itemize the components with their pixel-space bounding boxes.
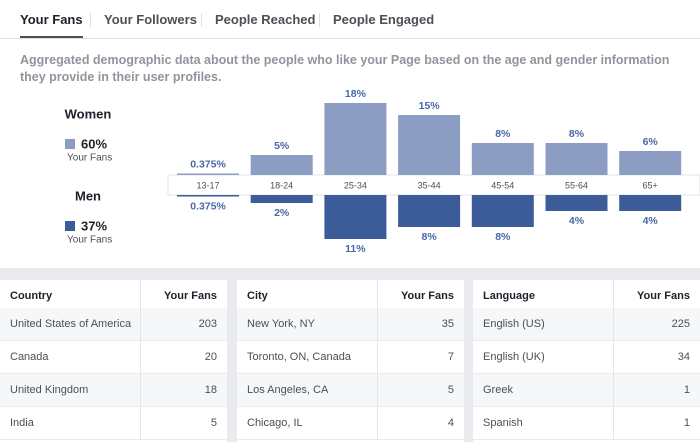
row-value: 203	[140, 308, 227, 341]
tab-separator	[90, 13, 91, 27]
tab-separator	[319, 13, 320, 27]
value-label: 8%	[569, 128, 585, 140]
value-label: 15%	[419, 100, 441, 112]
bar	[177, 173, 239, 175]
bar	[619, 151, 682, 175]
value-label: 4%	[643, 215, 659, 227]
tab-separator	[201, 13, 202, 27]
legend-caption: Your Fans	[67, 235, 112, 246]
bar	[398, 115, 461, 175]
value-label: 18%	[345, 88, 367, 100]
row-label: New York, NY	[237, 308, 377, 341]
value-label: 4%	[569, 215, 585, 227]
bar	[545, 195, 608, 211]
legend-caption: Your Fans	[67, 153, 112, 164]
row-label: Toronto, ON, Canada	[237, 341, 377, 374]
tab[interactable]: People Reached	[215, 12, 316, 27]
row-label: Chicago, IL	[237, 407, 377, 440]
bar	[324, 195, 387, 239]
bar	[619, 195, 682, 211]
legend-label: Men	[75, 188, 101, 203]
bar	[250, 155, 313, 175]
legend-swatch	[65, 139, 75, 149]
row-value: 20	[140, 341, 227, 374]
value-label: 8%	[495, 128, 511, 140]
row-value: 7	[377, 341, 464, 374]
bar	[250, 195, 313, 203]
legend-share: 37%	[81, 218, 107, 233]
data-table: Language Your Fans English (US) 225 English …	[473, 280, 700, 442]
row-label: Canada	[0, 341, 140, 374]
value-label: 8%	[495, 231, 511, 243]
row-value: 1	[613, 407, 700, 440]
chart: Women 60% Your Fans 0.375% 5% 18% 15% 8% 8% 6% Men…	[65, 88, 700, 255]
demographics-card: Your Fans Your Followers People Reached Peo…	[0, 0, 700, 268]
data-table: Country Your Fans United States of America…	[0, 280, 227, 442]
tab[interactable]: Your Followers	[104, 12, 197, 27]
x-tick-label: 18-24	[270, 180, 293, 190]
value-label: 0.375%	[190, 200, 226, 212]
row-label: United Kingdom	[0, 374, 140, 407]
x-tick-label: 13-17	[196, 180, 219, 190]
row-value: 5	[377, 374, 464, 407]
row-label: English (US)	[473, 308, 613, 341]
bar	[324, 103, 387, 175]
legend-label: Women	[65, 106, 112, 121]
row-label: Los Angeles, CA	[237, 374, 377, 407]
bar	[471, 143, 534, 175]
tab-bar: Your Fans Your Followers People Reached Peo…	[0, 0, 700, 39]
row-value: 34	[613, 341, 700, 374]
tab[interactable]: Your Fans	[20, 0, 83, 38]
x-tick-label: 65+	[643, 180, 658, 190]
row-label: Spanish	[473, 407, 613, 440]
description: Aggregated demographic data about the pe…	[20, 53, 670, 84]
value-label: 8%	[422, 231, 438, 243]
row-value: 4	[377, 407, 464, 440]
bar	[545, 143, 608, 175]
value-label: 0.375%	[190, 158, 226, 170]
row-label: India	[0, 407, 140, 440]
value-label: 6%	[643, 136, 659, 148]
x-tick-label: 45-54	[491, 180, 514, 190]
data-table: City Your Fans New York, NY 35 Toronto, ON, …	[237, 280, 464, 442]
row-label: English (UK)	[473, 341, 613, 374]
value-label: 2%	[274, 207, 290, 219]
row-value: 1	[613, 374, 700, 407]
value-label: 5%	[274, 140, 290, 152]
row-label: Greek	[473, 374, 613, 407]
x-tick-label: 55-64	[565, 180, 588, 190]
row-value: 225	[613, 308, 700, 341]
x-tick-label: 25-34	[344, 180, 367, 190]
row-label: United States of America	[0, 308, 140, 341]
row-value: 5	[140, 407, 227, 440]
bar	[177, 195, 239, 197]
value-label: 11%	[345, 243, 366, 255]
legend-share: 60%	[81, 136, 107, 151]
bar	[398, 195, 461, 227]
bar	[471, 195, 534, 227]
x-tick-label: 35-44	[418, 180, 441, 190]
legend-swatch	[65, 221, 75, 231]
row-value: 35	[377, 308, 464, 341]
tab[interactable]: People Engaged	[333, 12, 435, 27]
row-value: 18	[140, 374, 227, 407]
